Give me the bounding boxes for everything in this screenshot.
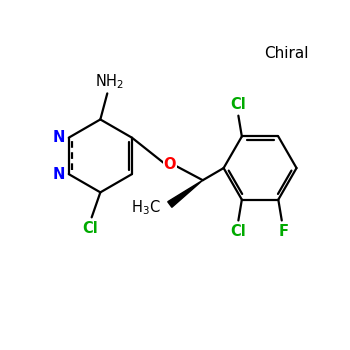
Text: Cl: Cl <box>231 224 246 239</box>
Text: H$_3$C: H$_3$C <box>132 199 161 217</box>
Text: Cl: Cl <box>231 97 246 112</box>
Text: N: N <box>52 130 65 145</box>
Polygon shape <box>168 180 203 207</box>
Text: F: F <box>279 224 288 239</box>
Text: O: O <box>163 157 176 172</box>
Text: Cl: Cl <box>82 221 98 236</box>
Text: Chiral: Chiral <box>264 46 308 61</box>
Text: N: N <box>52 167 65 182</box>
Text: NH$_2$: NH$_2$ <box>94 72 124 91</box>
